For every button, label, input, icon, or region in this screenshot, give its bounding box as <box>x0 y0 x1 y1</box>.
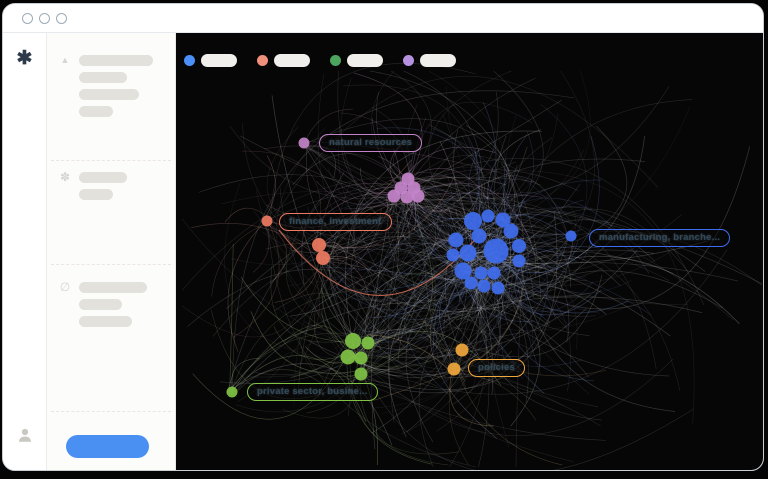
primary-action-button[interactable] <box>66 435 149 458</box>
graph-node-manufacturing[interactable] <box>477 279 491 293</box>
triangle-icon: ▲ <box>60 55 70 65</box>
legend-dot-icon <box>403 55 414 66</box>
graph-node-manufacturing[interactable] <box>464 212 482 230</box>
legend-pill <box>347 54 383 67</box>
graph-node-finance[interactable] <box>261 215 273 227</box>
window-content: ✱ ▲ ✽ ∅ manufacturing, branche... natural… <box>3 33 763 471</box>
browser-window: ✱ ▲ ✽ ∅ manufacturing, branche... natural… <box>2 3 764 471</box>
skeleton-bar <box>79 55 153 66</box>
cluster-label-private-sector[interactable]: private sector, busine... <box>247 383 378 401</box>
sparkle-icon: ✽ <box>59 170 71 184</box>
graph-node-manufacturing[interactable] <box>471 228 487 244</box>
app-logo-asterisk-icon[interactable]: ✱ <box>16 48 33 69</box>
skeleton-bar <box>79 89 139 100</box>
graph-node-manufacturing[interactable] <box>474 266 488 280</box>
network-graph[interactable] <box>176 33 763 471</box>
cluster-label-policies[interactable]: policies <box>468 359 525 377</box>
graph-node-private-sector[interactable] <box>340 349 356 365</box>
legend-pill <box>420 54 456 67</box>
legend-item-2[interactable] <box>330 54 383 67</box>
window-titlebar <box>3 4 763 33</box>
graph-node-manufacturing[interactable] <box>512 239 526 253</box>
graph-node-manufacturing[interactable] <box>454 262 472 280</box>
left-rail: ✱ <box>3 33 47 470</box>
minimize-window-icon[interactable] <box>39 12 50 24</box>
legend <box>184 54 456 67</box>
graph-node-private-sector[interactable] <box>226 386 238 398</box>
graph-node-manufacturing[interactable] <box>483 238 509 264</box>
graph-node-manufacturing[interactable] <box>487 266 501 280</box>
skeleton-bar <box>79 72 127 83</box>
legend-pill <box>274 54 310 67</box>
graph-node-manufacturing[interactable] <box>491 281 505 295</box>
skeleton-bar <box>79 189 113 200</box>
skeleton-bar <box>79 106 113 117</box>
sidebar-divider <box>51 160 171 161</box>
legend-dot-icon <box>257 55 268 66</box>
user-profile-icon[interactable] <box>3 426 46 449</box>
skeleton-bar <box>79 171 127 183</box>
graph-node-natural-resources[interactable] <box>411 189 425 203</box>
graph-node-manufacturing[interactable] <box>503 223 519 239</box>
skeleton-bar <box>79 281 147 293</box>
cluster-label-natural-resources[interactable]: natural resources <box>319 134 423 152</box>
sidebar: ▲ ✽ ∅ <box>47 33 176 470</box>
graph-panel: manufacturing, branche... natural resourc… <box>176 33 763 471</box>
sidebar-section-2[interactable]: ✽ <box>58 171 169 200</box>
graph-node-manufacturing[interactable] <box>565 230 577 242</box>
close-window-icon[interactable] <box>22 12 33 24</box>
sidebar-section-1[interactable]: ▲ <box>58 55 169 117</box>
slash-circle-icon: ∅ <box>59 280 71 294</box>
sidebar-divider <box>51 264 171 265</box>
graph-edges <box>181 63 763 470</box>
graph-node-policies[interactable] <box>455 343 469 357</box>
sidebar-divider <box>51 411 171 412</box>
skeleton-bar <box>79 299 122 310</box>
legend-item-3[interactable] <box>403 54 456 67</box>
graph-node-manufacturing[interactable] <box>459 244 477 262</box>
legend-dot-icon <box>184 55 195 66</box>
legend-item-0[interactable] <box>184 54 237 67</box>
sidebar-section-3[interactable]: ∅ <box>58 281 169 327</box>
graph-node-manufacturing[interactable] <box>512 254 526 268</box>
cluster-label-finance[interactable]: finance, investment <box>279 213 392 231</box>
graph-node-private-sector[interactable] <box>354 351 368 365</box>
graph-node-natural-resources[interactable] <box>298 137 310 149</box>
cluster-label-manufacturing[interactable]: manufacturing, branche... <box>589 229 731 247</box>
legend-pill <box>201 54 237 67</box>
legend-dot-icon <box>330 55 341 66</box>
graph-node-private-sector[interactable] <box>345 333 361 349</box>
graph-node-manufacturing[interactable] <box>446 248 460 262</box>
graph-node-policies[interactable] <box>447 362 461 376</box>
graph-node-manufacturing[interactable] <box>448 232 464 248</box>
graph-node-manufacturing[interactable] <box>464 276 478 290</box>
graph-node-manufacturing[interactable] <box>495 212 511 228</box>
graph-node-finance[interactable] <box>312 238 326 252</box>
graph-node-natural-resources[interactable] <box>400 190 414 204</box>
graph-node-private-sector[interactable] <box>354 367 368 381</box>
graph-node-private-sector[interactable] <box>361 336 375 350</box>
graph-node-natural-resources[interactable] <box>387 189 401 203</box>
graph-node-manufacturing[interactable] <box>481 209 495 223</box>
skeleton-bar <box>79 316 132 327</box>
legend-item-1[interactable] <box>257 54 310 67</box>
graph-node-finance[interactable] <box>316 251 330 265</box>
maximize-window-icon[interactable] <box>56 12 67 24</box>
